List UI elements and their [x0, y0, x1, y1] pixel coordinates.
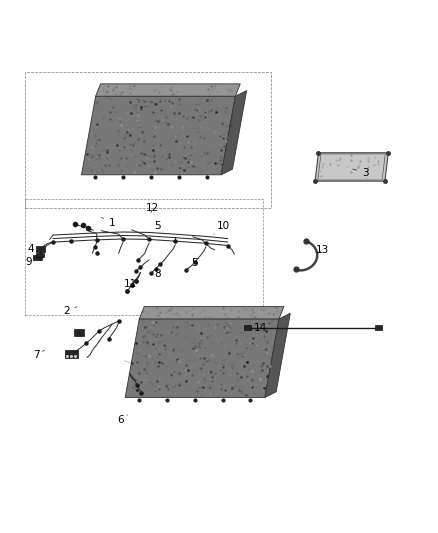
Bar: [65, 350, 78, 358]
Polygon shape: [125, 319, 279, 398]
Polygon shape: [95, 84, 240, 96]
Polygon shape: [315, 153, 389, 181]
Text: 13: 13: [316, 245, 329, 255]
Polygon shape: [265, 313, 290, 398]
Text: 11: 11: [124, 279, 138, 289]
Polygon shape: [221, 91, 247, 175]
Text: 6: 6: [117, 415, 127, 425]
Bar: [35, 246, 45, 252]
Text: 2: 2: [63, 306, 77, 316]
Text: 8: 8: [155, 269, 161, 279]
Text: 7: 7: [33, 350, 44, 360]
Polygon shape: [81, 96, 235, 175]
Bar: [244, 325, 251, 330]
Text: 5: 5: [149, 221, 161, 232]
Polygon shape: [139, 306, 284, 319]
Text: 5: 5: [187, 258, 198, 269]
Text: 1: 1: [102, 217, 115, 228]
Text: 3: 3: [353, 168, 369, 177]
Bar: [33, 255, 42, 261]
Bar: [36, 253, 44, 257]
Bar: [375, 325, 382, 330]
Text: 12: 12: [146, 204, 159, 213]
Text: 14: 14: [254, 322, 267, 333]
Bar: [74, 329, 84, 336]
Text: 4: 4: [27, 244, 40, 254]
Text: 9: 9: [26, 257, 38, 267]
Text: 10: 10: [214, 221, 230, 234]
